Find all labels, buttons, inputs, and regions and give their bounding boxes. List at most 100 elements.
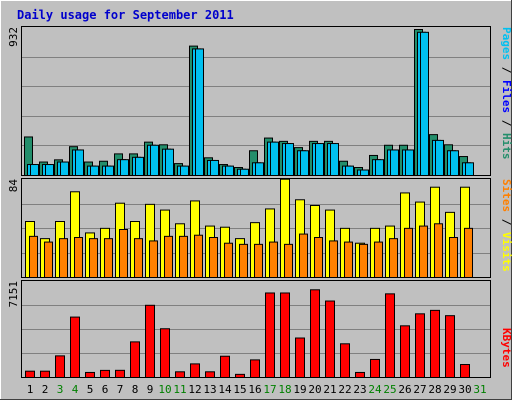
- kbytes-bar: [325, 300, 335, 378]
- day-tick-label: 26: [398, 383, 411, 396]
- kbytes-max-label: 7151: [7, 281, 20, 308]
- legend-segment: Visits: [500, 232, 512, 272]
- sites-bar: [224, 242, 233, 278]
- day-tick-label: 27: [413, 383, 426, 396]
- pages-bar: [405, 149, 414, 177]
- legend-segment: Hits: [500, 133, 512, 160]
- hits-max-label: 932: [7, 27, 20, 47]
- sites-bar: [464, 227, 473, 279]
- pages-bar: [120, 159, 129, 177]
- day-tick-label: 31: [473, 383, 486, 396]
- day-tick-label: 29: [443, 383, 456, 396]
- sites-bar: [149, 240, 158, 279]
- kbytes-bar: [340, 343, 350, 378]
- sites-bar: [329, 240, 338, 279]
- sites-bar: [119, 229, 128, 278]
- kbytes-bar: [400, 325, 410, 379]
- day-tick-label: 28: [428, 383, 441, 396]
- day-tick-label: 18: [278, 383, 291, 396]
- day-tick-label: 30: [458, 383, 471, 396]
- visits-max-label: 84: [7, 179, 20, 193]
- kbytes-bar: [415, 313, 425, 379]
- pages-bar: [75, 149, 84, 177]
- pages-bar: [270, 141, 279, 176]
- kbytes-bar: [235, 373, 245, 378]
- pages-bar: [300, 150, 309, 177]
- legend-segment: /: [500, 113, 512, 133]
- sites-bar: [419, 225, 428, 278]
- sites-bar: [314, 237, 323, 278]
- day-tick-label: 5: [87, 383, 94, 396]
- kbytes-bar: [55, 355, 65, 379]
- kbytes-bar: [205, 371, 215, 378]
- legend-segment: Files: [500, 80, 512, 113]
- sites-bar: [254, 243, 263, 279]
- pages-bar: [30, 164, 39, 176]
- kbytes-bar: [355, 371, 365, 379]
- sites-bar: [404, 227, 413, 279]
- kbytes-bar: [70, 316, 80, 378]
- day-tick-label: 6: [102, 383, 109, 396]
- day-tick-label: 8: [132, 383, 139, 396]
- kbytes-bar: [295, 337, 305, 379]
- kbytes-bar: [25, 370, 35, 378]
- kbytes-bar: [100, 369, 110, 379]
- sites-bar: [74, 237, 83, 278]
- sites-bar: [134, 238, 143, 278]
- sites-bar: [269, 241, 278, 278]
- sites-bar: [194, 234, 203, 278]
- pages-bar: [255, 162, 264, 176]
- kbytes-bar: [280, 292, 290, 379]
- day-tick-label: 9: [147, 383, 154, 396]
- day-tick-label: 24: [368, 383, 382, 396]
- day-tick-label: 14: [218, 383, 232, 396]
- legend-kbytes: KBytes: [500, 328, 512, 368]
- pages-bar: [45, 164, 54, 176]
- pages-bar: [240, 168, 249, 176]
- pages-bar: [330, 143, 339, 177]
- kbytes-bar: [160, 328, 170, 379]
- day-tick-label: 2: [42, 383, 49, 396]
- legend-sites-visits: Sites / Visits: [500, 179, 512, 272]
- day-tick-label: 16: [248, 383, 261, 396]
- day-tick-label: 17: [263, 383, 276, 396]
- legend-segment: Sites: [500, 179, 512, 212]
- pages-bar: [180, 165, 189, 177]
- pages-bar: [165, 148, 174, 176]
- sites-bar: [209, 237, 218, 278]
- pages-bar: [105, 165, 114, 177]
- day-tick-label: 20: [308, 383, 321, 396]
- sites-bar: [29, 235, 38, 279]
- kbytes-bar: [40, 370, 50, 378]
- sites-bar: [239, 243, 248, 279]
- kbytes-bar: [85, 371, 95, 379]
- kbytes-bar: [265, 292, 275, 379]
- sites-bar: [164, 235, 173, 279]
- day-tick-label: 19: [293, 383, 306, 396]
- sites-bar: [389, 238, 398, 278]
- pages-bar: [90, 165, 99, 177]
- pages-bar: [210, 159, 219, 177]
- day-tick-label: 21: [323, 383, 336, 396]
- kbytes-bar: [130, 341, 140, 379]
- kbytes-bar: [430, 309, 440, 378]
- legend-segment: KBytes: [500, 328, 512, 368]
- sites-bar: [179, 235, 188, 279]
- day-tick-label: 15: [233, 383, 246, 396]
- sites-bar: [89, 238, 98, 278]
- pages-bar: [465, 162, 474, 176]
- pages-bar: [135, 156, 144, 176]
- pages-bar: [60, 161, 69, 176]
- day-tick-label: 4: [72, 383, 79, 396]
- sites-bar: [59, 238, 68, 278]
- sites-bar: [104, 238, 113, 278]
- day-tick-label: 1: [27, 383, 34, 396]
- kbytes-bar: [460, 364, 470, 378]
- pages-bar: [390, 149, 399, 177]
- day-tick-label: 7: [117, 383, 124, 396]
- day-tick-label: 13: [203, 383, 216, 396]
- sites-bar: [359, 243, 368, 279]
- kbytes-bar: [250, 359, 260, 378]
